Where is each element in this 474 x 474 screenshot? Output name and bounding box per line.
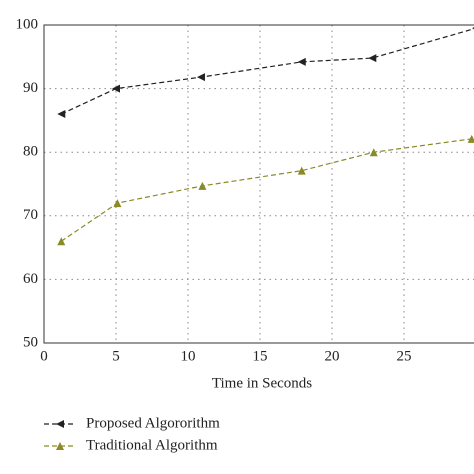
- series-line: [60, 138, 472, 242]
- marker: [368, 54, 377, 63]
- marker: [297, 166, 306, 175]
- y-tick-label: 80: [23, 144, 38, 160]
- x-axis-label: Time in Seconds: [212, 375, 312, 391]
- legend-marker: [56, 420, 64, 428]
- y-tick-label: 90: [23, 80, 38, 96]
- x-tick-label: 20: [325, 348, 340, 364]
- marker: [57, 110, 66, 119]
- x-tick-label: 10: [181, 348, 196, 364]
- legend-label: Traditional Algorithm: [86, 437, 218, 453]
- marker: [467, 134, 474, 143]
- marker: [112, 84, 120, 93]
- axis-frame: [43, 24, 474, 344]
- marker: [297, 57, 306, 66]
- y-tick-label: 50: [23, 334, 38, 350]
- x-tick-label: 15: [253, 348, 268, 364]
- legend-label: Proposed Algororithm: [86, 415, 220, 431]
- legend-marker: [56, 442, 64, 450]
- series-line: [61, 28, 474, 115]
- marker: [57, 237, 66, 246]
- marker: [198, 181, 207, 190]
- marker: [113, 199, 122, 208]
- x-tick-label: 25: [397, 348, 412, 364]
- marker: [369, 148, 378, 157]
- marker: [196, 73, 205, 82]
- x-tick-label: 0: [40, 348, 48, 364]
- y-tick-label: 100: [16, 16, 39, 32]
- x-tick-label: 5: [112, 348, 120, 364]
- y-tick-label: 60: [23, 271, 38, 287]
- y-tick-label: 70: [23, 207, 38, 223]
